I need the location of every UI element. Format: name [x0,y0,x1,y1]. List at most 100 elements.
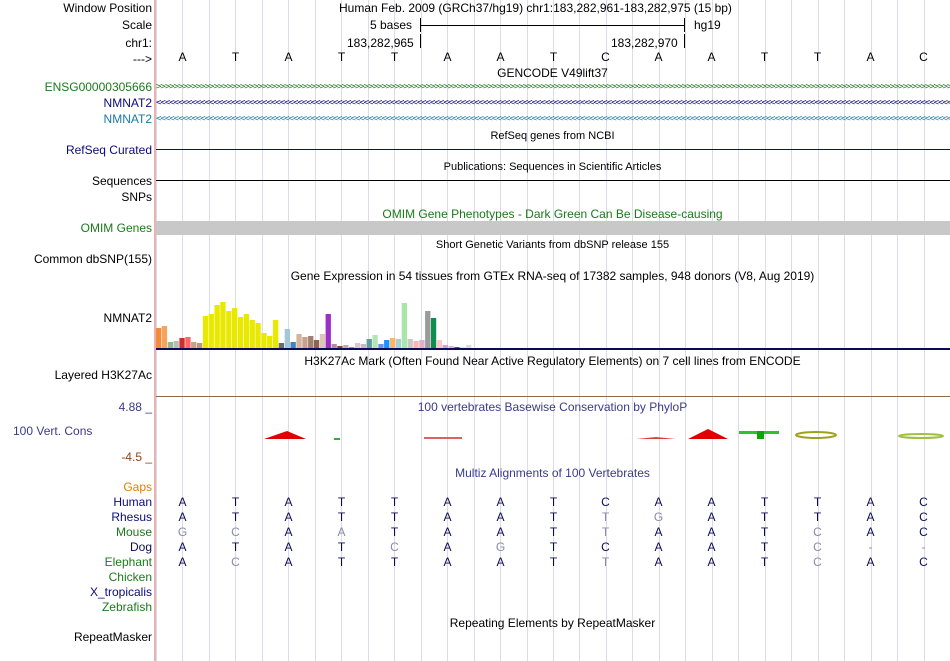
reference-base: A [178,50,187,64]
gtex-tissue-bar[interactable] [261,333,267,348]
snps-label[interactable]: SNPs [121,190,152,204]
multiz-species-x_tropicalis[interactable]: X_tropicalis [89,585,152,599]
gtex-tissue-bar[interactable] [425,311,431,348]
gtex-tissue-bar[interactable] [395,339,402,348]
gtex-tissue-bar[interactable] [179,338,185,348]
gtex-tissue-bar[interactable] [354,343,361,348]
aligned-base: T [337,510,346,524]
gencode-label-ensg[interactable]: ENSG00000305666 [44,80,152,94]
gtex-tissue-bar[interactable] [237,317,244,348]
gtex-tissue-bar[interactable] [202,316,209,348]
gencode-nmnat2-transcript-a[interactable]: <<<<<<<<<<<<<<<<<<<<<<<<<<<<<<<<<<<<<<<<… [156,98,950,108]
gtex-tissue-bar[interactable] [349,347,355,348]
gtex-tissue-bar[interactable] [366,339,372,348]
reference-base: T [390,50,399,64]
gtex-tissue-bar[interactable] [378,344,384,348]
gencode-nmnat2-transcript-b[interactable]: <<<<<<<<<<<<<<<<<<<<<<<<<<<<<<<<<<<<<<<<… [156,114,950,124]
gencode-label-nmnat2-b[interactable]: NMNAT2 [103,112,152,126]
gtex-tissue-bar[interactable] [220,302,226,348]
gtex-tissue-bar[interactable] [384,340,390,348]
gtex-tissue-bar[interactable] [167,342,173,348]
gtex-tissue-bar[interactable] [337,346,343,348]
multiz-species-mouse[interactable]: Mouse [115,525,152,539]
gencode-ensg-transcript[interactable]: >>>>>>>>>>>>>>>>>>>>>>>>>>>>>>>>>>>>>>>>… [156,82,950,92]
gtex-tissue-bar[interactable] [319,334,326,348]
gtex-tissue-bar[interactable] [232,308,238,348]
phylop-mark-7 [757,431,764,439]
h3k27ac-label[interactable]: Layered H3K27Ac [54,368,152,382]
gtex-tissue-bar[interactable] [290,342,296,348]
publications-label-sequences[interactable]: Sequences [91,174,152,188]
gtex-tissue-bar[interactable] [296,334,302,348]
refseq-gene-line[interactable] [156,149,950,150]
gtex-tissue-bar[interactable] [448,346,454,348]
aligned-base: C [601,495,610,509]
multiz-species-dog[interactable]: Dog [129,540,152,554]
multiz-species-chicken[interactable]: Chicken [108,570,152,584]
gtex-tissue-bar[interactable] [278,343,285,348]
aligned-base: A [284,495,293,509]
gtex-bar-chart[interactable] [156,282,950,352]
gtex-tissue-bar[interactable] [325,314,331,348]
gtex-tissue-bar[interactable] [267,336,273,348]
gtex-tissue-bar[interactable] [436,340,443,348]
assembly-position-title[interactable]: Human Feb. 2009 (GRCh37/hg19) chr1:183,2… [339,1,732,15]
gtex-tissue-bar[interactable] [249,320,255,348]
multiz-row-chicken [156,570,950,584]
gtex-tissue-bar[interactable] [302,337,308,348]
gtex-tissue-bar[interactable] [360,344,367,348]
aligned-base: T [390,495,399,509]
gtex-tissue-bar[interactable] [466,345,472,348]
gtex-tissue-bar[interactable] [243,314,250,348]
multiz-species-zebrafish[interactable]: Zebrafish [101,600,152,614]
gtex-tissue-bar[interactable] [208,314,214,348]
multiz-track-title: Multiz Alignments of 100 Vertebrates [455,466,650,480]
omim-label[interactable]: OMIM Genes [80,221,152,235]
gtex-tissue-bar[interactable] [454,347,460,348]
refseq-label[interactable]: RefSeq Curated [65,143,152,157]
gencode-label-nmnat2-a[interactable]: NMNAT2 [103,96,152,110]
multiz-species-rhesus[interactable]: Rhesus [111,510,152,524]
gtex-tissue-bar[interactable] [308,336,314,348]
aligned-base: T [760,495,769,509]
gtex-tissue-bar[interactable] [430,318,437,348]
repeatmasker-label[interactable]: RepeatMasker [73,630,152,644]
aligned-base: A [443,510,452,524]
gtex-tissue-bar[interactable] [460,347,466,348]
aligned-base: T [760,555,769,569]
gtex-tissue-bar[interactable] [191,342,197,348]
gtex-label[interactable]: NMNAT2 [103,311,152,325]
gtex-tissue-bar[interactable] [273,320,279,348]
gtex-tissue-bar[interactable] [413,341,419,348]
aligned-base: T [390,525,399,539]
gtex-tissue-bar[interactable] [214,305,220,348]
omim-gene-bar[interactable] [156,221,950,235]
gtex-tissue-bar[interactable] [196,343,203,348]
gtex-tissue-bar[interactable] [331,344,337,348]
gtex-tissue-bar[interactable] [173,341,179,348]
gtex-tissue-bar[interactable] [407,339,413,348]
gtex-tissue-bar[interactable] [313,340,320,348]
gtex-tissue-bar[interactable] [419,340,425,348]
gtex-tissue-bar[interactable] [372,335,378,348]
phylop-wiggle[interactable] [156,428,950,442]
gtex-tissue-bar[interactable] [284,329,290,348]
gtex-tissue-bar[interactable] [156,328,162,348]
phylop-label[interactable]: 100 Vert. Cons [13,424,93,438]
publications-line[interactable] [156,180,950,181]
gtex-tissue-bar[interactable] [185,337,191,348]
aligned-base: - [921,540,926,554]
dbsnp-label[interactable]: Common dbSNP(155) [33,252,152,266]
gtex-tissue-bar[interactable] [390,338,396,348]
aligned-base: A [284,510,293,524]
gtex-tissue-bar[interactable] [226,311,232,348]
multiz-species-elephant[interactable]: Elephant [104,555,152,569]
gtex-tissue-bar[interactable] [161,326,168,348]
gtex-tissue-bar[interactable] [442,345,448,348]
gtex-tissue-bar[interactable] [401,303,407,348]
multiz-species-human[interactable]: Human [113,495,152,509]
gtex-tissue-bar[interactable] [343,345,349,348]
scale-bar-left-tick [420,18,421,32]
gtex-tissue-bar[interactable] [255,323,261,348]
